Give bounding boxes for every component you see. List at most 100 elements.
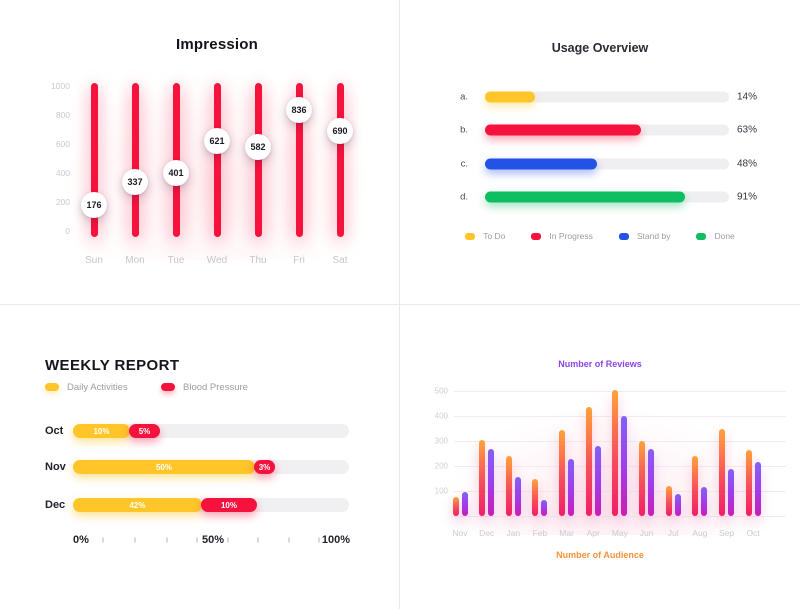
weekly-segment-blood-pressure: 5%: [129, 424, 160, 438]
weekly-track: 42% 10%: [73, 498, 349, 512]
x-axis-label: Sat: [332, 255, 348, 266]
weekly-axis-tick: [102, 537, 104, 543]
x-axis-label: Tue: [167, 255, 185, 266]
reviews-bar: [541, 499, 548, 516]
weekly-axis-tick: [227, 537, 229, 543]
weekly-track: 10% 5%: [73, 424, 349, 438]
y-axis-tick-label: 200: [434, 461, 448, 471]
y-axis-tick-label: 300: [434, 436, 448, 446]
audience-bar: [532, 478, 539, 516]
impression-slider-handle[interactable]: 621: [204, 127, 230, 154]
audience-bar: [452, 497, 459, 516]
x-axis-label: May: [611, 528, 628, 538]
impression-slider-handle[interactable]: 337: [122, 169, 148, 196]
x-axis-label: Apr: [586, 528, 600, 538]
impression-slider-handle[interactable]: 690: [327, 117, 353, 144]
x-axis-label: Wed: [206, 255, 228, 266]
legend-item: Done: [696, 231, 735, 241]
usage-pct-label: 14%: [737, 91, 758, 103]
reviews-bar: [488, 448, 495, 516]
usage-progress-fill: [485, 124, 642, 136]
x-axis-label: Oct: [746, 528, 760, 538]
impression-bar: [336, 83, 344, 237]
audience-bar: [745, 449, 752, 516]
y-axis-tick-label: 1000: [51, 81, 70, 91]
legend-swatch: [531, 232, 542, 240]
weekly-legend-item: Daily Activities: [45, 380, 128, 394]
legend-label: Stand by: [636, 231, 671, 241]
legend-swatch: [618, 232, 629, 240]
reviews-bar: [461, 492, 468, 516]
legend-label: To Do: [483, 231, 506, 241]
x-axis-label: Sep: [718, 528, 735, 538]
weekly-axis-label: 100%: [321, 534, 351, 546]
x-axis-label: Mar: [559, 528, 574, 538]
weekly-track: 50% 3%: [73, 460, 349, 474]
legend-label: Done: [714, 231, 735, 241]
panel-reviews-audience: Number of Reviews Number of Audience 100…: [400, 305, 800, 609]
usage-progress-track: [485, 191, 729, 203]
weekly-segment-blood-pressure: 3%: [254, 460, 275, 474]
usage-pct-label: 48%: [737, 158, 758, 170]
weekly-segment-daily-activities: 42%: [73, 498, 202, 512]
legend-item: In Progress: [531, 231, 593, 241]
reviews-bar: [514, 477, 521, 516]
y-axis-tick-label: 0: [65, 226, 70, 236]
x-axis-label: Dec: [479, 528, 495, 538]
y-axis-tick-label: 200: [55, 197, 70, 207]
audience-title: Number of Audience: [556, 550, 644, 560]
usage-legend: To Do In Progress Stand by Done: [400, 231, 800, 241]
usage-progress-fill: [485, 191, 686, 203]
weekly-segment-daily-activities: 50%: [73, 460, 255, 474]
y-axis-tick-label: 800: [55, 110, 70, 120]
weekly-row-label: Nov: [45, 461, 66, 473]
usage-row-label: b.: [460, 124, 468, 136]
panel-usage-overview: Usage Overview a. 14% b. 63% c. 48% d. 91% To Do…: [400, 0, 800, 305]
legend-item: Stand by: [618, 231, 671, 241]
panel-impression: Impression 0 200 400 600 800 1000 176 Sun 337 Mon…: [0, 0, 400, 305]
legend-label: Daily Activities: [67, 381, 128, 393]
x-axis-label: Fri: [293, 255, 305, 266]
usage-overview-chart-title: Usage Overview: [551, 41, 649, 55]
audience-bar: [612, 389, 619, 516]
audience-bar: [692, 456, 699, 516]
reviews-bar: [568, 458, 575, 516]
legend-swatch: [696, 232, 707, 240]
y-axis-tick-label: 400: [55, 168, 70, 178]
impression-slider-handle[interactable]: 582: [245, 133, 271, 160]
weekly-axis-tick: [318, 537, 320, 543]
gridline: [454, 391, 786, 392]
impression-bar: [213, 83, 221, 237]
audience-bar: [479, 439, 486, 516]
x-axis-label: Aug: [692, 528, 708, 538]
gridline: [454, 441, 786, 442]
gridline: [454, 466, 786, 467]
impression-slider-handle[interactable]: 836: [286, 96, 312, 123]
impression-slider-handle[interactable]: 401: [163, 159, 189, 186]
usage-progress-track: [485, 124, 729, 136]
weekly-axis-tick: [166, 537, 168, 543]
y-axis-tick-label: 500: [434, 386, 448, 396]
x-axis-label: Jan: [506, 528, 521, 538]
legend-swatch: [45, 383, 59, 391]
weekly-row-label: Oct: [45, 425, 64, 437]
usage-row-label: c.: [460, 158, 468, 170]
weekly-axis-tick: [288, 537, 290, 543]
x-axis-label: Sun: [85, 255, 103, 266]
y-axis-tick-label: 400: [434, 411, 448, 421]
impression-bar: [90, 83, 98, 237]
panel-weekly-report: WEEKLY REPORT Daily Activities Blood Pres…: [0, 305, 400, 609]
usage-pct-label: 63%: [737, 124, 758, 136]
x-axis-label: Feb: [532, 528, 548, 538]
impression-bar: [131, 83, 139, 237]
impression-chart-title: Impression: [175, 36, 259, 53]
reviews-bar: [701, 487, 708, 516]
reviews-bar: [674, 493, 681, 516]
weekly-report-chart-title: WEEKLY REPORT: [45, 357, 180, 374]
legend-label: Blood Pressure: [183, 381, 248, 393]
reviews-bar: [594, 446, 601, 516]
weekly-segment-daily-activities: 10%: [73, 424, 130, 438]
impression-slider-handle[interactable]: 176: [81, 192, 107, 219]
weekly-axis-label: 50%: [201, 534, 225, 546]
audience-bar: [585, 407, 592, 516]
